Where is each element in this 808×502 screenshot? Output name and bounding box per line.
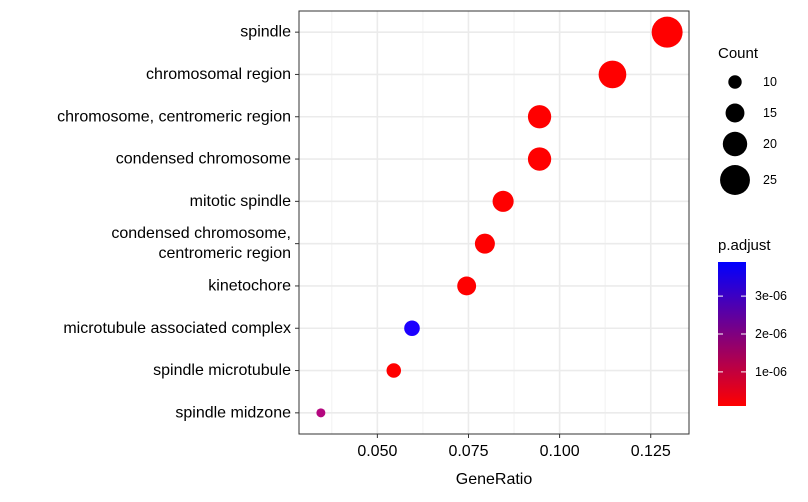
- y-tick-label: mitotic spindle: [190, 193, 291, 210]
- y-axis: spindle midzone spindle microtubule microt…: [57, 24, 299, 421]
- data-point: [386, 363, 402, 378]
- data-point: [474, 233, 495, 254]
- color-legend-label: 1e-06: [755, 365, 787, 379]
- data-point: [404, 320, 420, 337]
- data-point: [598, 60, 627, 89]
- data-point: [492, 190, 514, 212]
- x-tick-label: 0.050: [357, 443, 397, 460]
- y-tick-label: chromosome, centromeric region: [57, 108, 291, 125]
- size-legend-key: [725, 103, 745, 123]
- data-points: [316, 16, 683, 418]
- size-legend-key: [728, 75, 742, 89]
- x-axis-title: GeneRatio: [456, 471, 533, 488]
- y-tick-label: microtubule associated complex: [63, 320, 291, 337]
- y-tick-label: chromosomal region: [146, 66, 291, 83]
- legend: Count 10 15 20 25 p.adjust 1e-06 2e-06 3e-06: [718, 45, 787, 406]
- y-tick-label: kinetochore: [208, 277, 291, 294]
- size-legend-key: [722, 131, 748, 157]
- size-legend-label: 10: [763, 75, 777, 89]
- y-tick-label: spindle: [240, 24, 291, 41]
- color-legend-label: 3e-06: [755, 289, 787, 303]
- size-legend-key: [720, 165, 750, 195]
- color-legend-title: p.adjust: [718, 237, 771, 254]
- y-tick-label: spindle midzone: [175, 404, 291, 421]
- plot-panel: [298, 10, 690, 435]
- color-legend: p.adjust 1e-06 2e-06 3e-06: [718, 237, 787, 406]
- data-point: [457, 276, 477, 296]
- data-point: [316, 408, 326, 418]
- data-point: [527, 105, 552, 129]
- y-tick-label: condensed chromosome,: [111, 225, 291, 242]
- y-tick-label: spindle microtubule: [153, 362, 291, 379]
- y-tick-label: centromeric region: [159, 245, 292, 262]
- size-legend-label: 25: [763, 173, 777, 187]
- color-legend-label: 2e-06: [755, 327, 787, 341]
- data-point: [527, 147, 552, 171]
- size-legend-label: 15: [763, 106, 777, 120]
- size-legend-label: 20: [763, 137, 777, 151]
- data-point: [651, 16, 683, 48]
- x-tick-label: 0.075: [448, 443, 488, 460]
- size-legend: Count 10 15 20 25: [718, 45, 777, 195]
- size-legend-title: Count: [718, 45, 759, 62]
- x-tick-label: 0.125: [631, 443, 671, 460]
- x-tick-label: 0.100: [540, 443, 580, 460]
- panel-border: [298, 10, 690, 435]
- x-axis: 0.050 0.075 0.100 0.125 GeneRatio: [357, 434, 671, 488]
- y-tick-label: condensed chromosome: [116, 151, 291, 168]
